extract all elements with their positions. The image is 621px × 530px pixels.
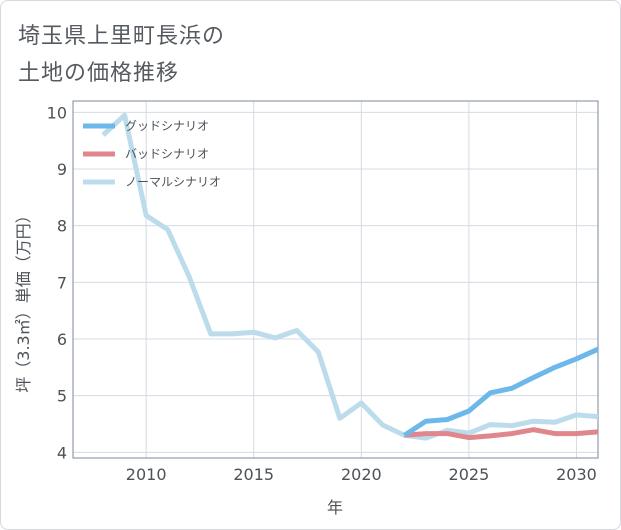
chart-title-line-1: 埼玉県上里町長浜の bbox=[18, 24, 226, 49]
y-tick-label: 9 bbox=[57, 160, 67, 179]
legend-label-bad: バッドシナリオ bbox=[125, 147, 209, 161]
chart-title-line-2: 土地の価格推移 bbox=[18, 61, 180, 86]
plot-frame bbox=[72, 100, 599, 459]
y-tick-labels: 4 5 6 7 8 9 10 bbox=[47, 103, 67, 462]
x-tick-label: 2010 bbox=[126, 465, 167, 484]
x-tick-label: 2025 bbox=[449, 465, 490, 484]
x-tick-labels: 2010 2015 2020 2025 2030 bbox=[126, 465, 597, 484]
x-axis-label: 年 bbox=[327, 498, 343, 517]
series-line-good bbox=[403, 346, 598, 438]
x-tick-label: 2015 bbox=[233, 465, 274, 484]
y-tick-label: 4 bbox=[57, 443, 67, 462]
y-axis-label: 坪（3.3㎡）単価（万円） bbox=[14, 207, 33, 392]
series-line-bad bbox=[404, 427, 598, 441]
legend-label-good: グッドシナリオ bbox=[125, 119, 209, 133]
x-tick-label: 2030 bbox=[556, 465, 597, 484]
series-lines bbox=[101, 112, 598, 441]
x-tick-label: 2020 bbox=[341, 465, 382, 484]
y-tick-label: 7 bbox=[57, 273, 67, 292]
series-line-normal bbox=[101, 112, 598, 441]
legend-label-normal: ノーマルシナリオ bbox=[125, 175, 221, 189]
y-tick-label: 5 bbox=[57, 387, 67, 406]
y-tick-label: 10 bbox=[47, 103, 67, 122]
y-tick-label: 8 bbox=[57, 217, 67, 236]
y-tick-label: 6 bbox=[57, 330, 67, 349]
grid-lines bbox=[73, 101, 598, 458]
